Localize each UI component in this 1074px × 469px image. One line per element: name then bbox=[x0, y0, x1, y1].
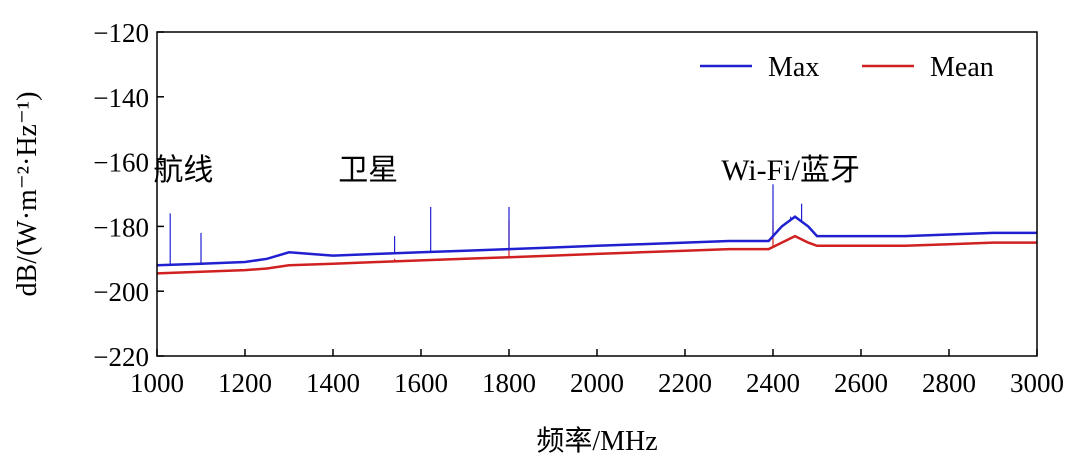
ticks-layer: 1000 1200 1400 1600 1800 2000 2200 2400 2600 2800… bbox=[93, 18, 1064, 398]
legend-label-mean: Mean bbox=[930, 52, 994, 83]
y-tick-label: −180 bbox=[93, 212, 149, 242]
x-tick-label: 1400 bbox=[306, 368, 360, 398]
x-tick-label: 2400 bbox=[746, 368, 800, 398]
series-layer bbox=[156, 184, 1037, 275]
legend-label-max: Max bbox=[768, 52, 819, 83]
legend: Max Mean bbox=[700, 52, 994, 83]
y-tick-label: −140 bbox=[93, 83, 149, 113]
x-tick-label: 1200 bbox=[218, 368, 272, 398]
x-tick-label: 2800 bbox=[922, 368, 976, 398]
x-tick-label: 1800 bbox=[482, 368, 536, 398]
annotations: 航线 卫星 Wi-Fi/蓝牙 bbox=[153, 154, 860, 187]
series-line-max bbox=[156, 215, 1037, 267]
plot-frame bbox=[156, 31, 1038, 357]
y-tick-label: −160 bbox=[93, 148, 149, 178]
x-tick-label: 1000 bbox=[130, 368, 184, 398]
y-tick-label: −200 bbox=[93, 277, 149, 307]
x-tick-label: 2600 bbox=[834, 368, 888, 398]
annotation-label: 卫星 bbox=[338, 154, 398, 187]
x-axis-label: 频率/MHz bbox=[536, 425, 657, 457]
x-tick-label: 2000 bbox=[570, 368, 624, 398]
annotation-label: Wi-Fi/蓝牙 bbox=[721, 154, 860, 187]
x-tick-label: 1600 bbox=[394, 368, 448, 398]
x-tick-label: 3000 bbox=[1010, 368, 1064, 398]
y-axis-label: dB/(W·m⁻²·Hz⁻¹) bbox=[12, 92, 43, 297]
annotation-label: 航线 bbox=[153, 154, 213, 187]
x-tick-label: 2200 bbox=[658, 368, 712, 398]
y-tick-label: −120 bbox=[93, 18, 149, 48]
series-line-mean bbox=[156, 234, 1037, 275]
y-tick-label: −220 bbox=[93, 342, 149, 372]
